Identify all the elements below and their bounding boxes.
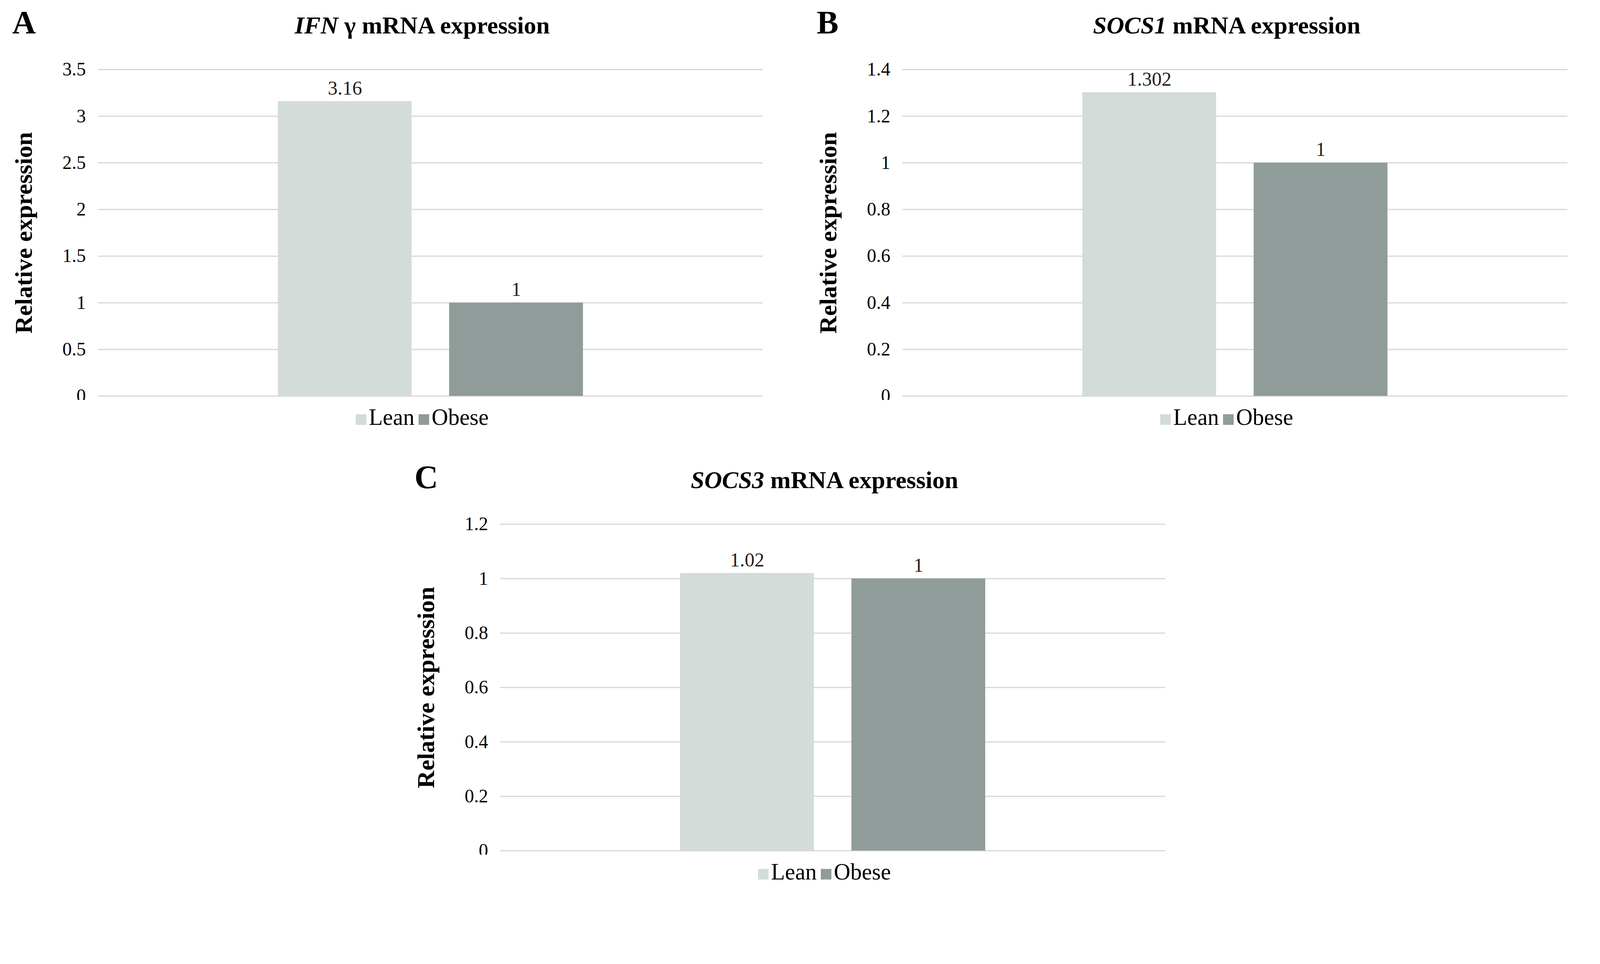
html-text:Lean: Lean: [771, 858, 817, 885]
svg-text:Relative expression: Relative expression: [814, 132, 842, 334]
svg-text:3.16: 3.16: [327, 77, 363, 99]
svg-text:1.02: 1.02: [730, 548, 765, 571]
html-text:IFN γ mRNA expression: IFN γ mRNA expression: [294, 11, 550, 39]
svg-text:0.6: 0.6: [464, 676, 489, 698]
svg-text:Relative expression: Relative expression: [412, 586, 440, 789]
svg-text:1: 1: [913, 554, 924, 576]
svg-text:0.2: 0.2: [866, 338, 891, 360]
svg-text:0.6: 0.6: [866, 245, 891, 266]
html-text:C: C: [414, 458, 439, 495]
svg-text:0.8: 0.8: [866, 198, 891, 220]
svg-text:0.8: 0.8: [464, 622, 489, 643]
svg-text:0.5: 0.5: [62, 338, 87, 360]
html-text:Lean: Lean: [1173, 404, 1219, 430]
svg-text:1.2: 1.2: [464, 513, 489, 535]
svg-text:1.5: 1.5: [62, 245, 87, 266]
svg-text:1: 1: [1316, 138, 1326, 160]
html-text:Obese: Obese: [431, 404, 489, 430]
svg-text:1.4: 1.4: [866, 58, 891, 80]
html-text:B: B: [816, 4, 839, 41]
svg-text:2: 2: [76, 198, 87, 220]
html-text:SOCS1 mRNA expression: SOCS1 mRNA expression: [1092, 11, 1361, 39]
svg-text:1: 1: [881, 152, 891, 173]
svg-text:0.2: 0.2: [464, 785, 489, 807]
svg-text:3.5: 3.5: [62, 58, 87, 80]
html-text:Obese: Obese: [1236, 404, 1294, 430]
svg-text:2.5: 2.5: [62, 152, 87, 173]
svg-text:3: 3: [76, 105, 87, 127]
html-text:A: A: [12, 4, 36, 41]
svg-text:1: 1: [511, 278, 522, 300]
svg-text:Relative expression: Relative expression: [10, 132, 38, 334]
svg-text:0.4: 0.4: [866, 292, 891, 313]
svg-text:0: 0: [881, 385, 891, 400]
svg-text:1: 1: [478, 567, 489, 589]
html-text:Lean: Lean: [368, 404, 415, 430]
html-text:Obese: Obese: [833, 858, 891, 885]
svg-text:1.302: 1.302: [1127, 68, 1172, 90]
svg-text:0: 0: [478, 839, 489, 855]
svg-text:1.2: 1.2: [866, 105, 891, 127]
svg-text:0.4: 0.4: [464, 731, 489, 752]
html-text:SOCS3 mRNA expression: SOCS3 mRNA expression: [690, 466, 959, 494]
svg-text:1: 1: [76, 292, 87, 313]
svg-text:0: 0: [76, 385, 87, 400]
